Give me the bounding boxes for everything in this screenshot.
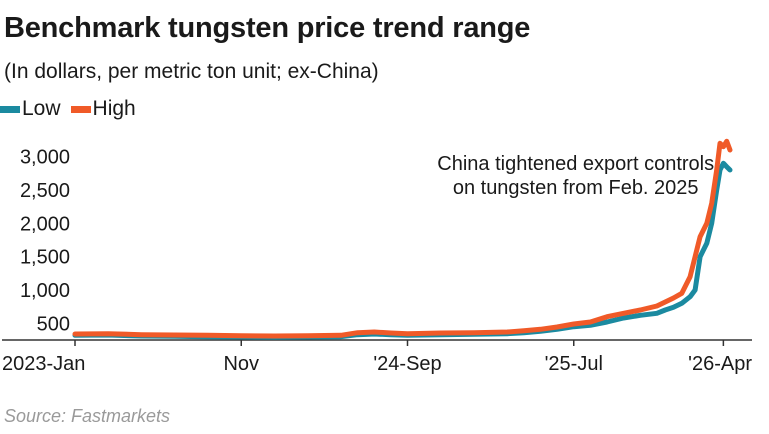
legend-item-low: Low (0, 97, 61, 121)
source-note: Source: Fastmarkets (4, 406, 171, 426)
chart-subtitle: (In dollars, per metric ton unit; ex-Chi… (4, 60, 379, 83)
annotation-line: China tightened export controls (437, 153, 714, 175)
y-tick-label: 1,000 (20, 280, 70, 302)
legend-swatch-high (70, 105, 91, 113)
y-tick-label: 2,500 (20, 180, 70, 202)
chart-legend: Low High (0, 96, 146, 122)
x-tick-label: '25-Jul (545, 353, 603, 375)
series-line-high (72, 138, 733, 339)
legend-label-low: Low (22, 97, 61, 120)
x-tick-label: '24-Sep (373, 353, 441, 375)
line-chart: 500 1,000 1,500 2,000 2,500 3,000 2023-Jan Nov '… (2, 138, 752, 375)
legend-item-high: High (70, 97, 136, 121)
chart-title: Benchmark tungsten price trend range (4, 12, 531, 44)
y-tick-label: 500 (37, 313, 70, 335)
y-tick-label: 2,000 (20, 213, 70, 235)
legend-swatch-low (0, 105, 20, 113)
legend-label-high: High (92, 97, 136, 120)
x-tick-label: 2023-Jan (2, 353, 85, 375)
x-tick-label: '26-Apr (688, 353, 752, 375)
y-tick-label: 3,000 (20, 147, 70, 169)
annotation-line: on tungsten from Feb. 2025 (453, 177, 699, 199)
x-tick-label: Nov (223, 353, 259, 375)
y-tick-label: 1,500 (20, 247, 70, 269)
